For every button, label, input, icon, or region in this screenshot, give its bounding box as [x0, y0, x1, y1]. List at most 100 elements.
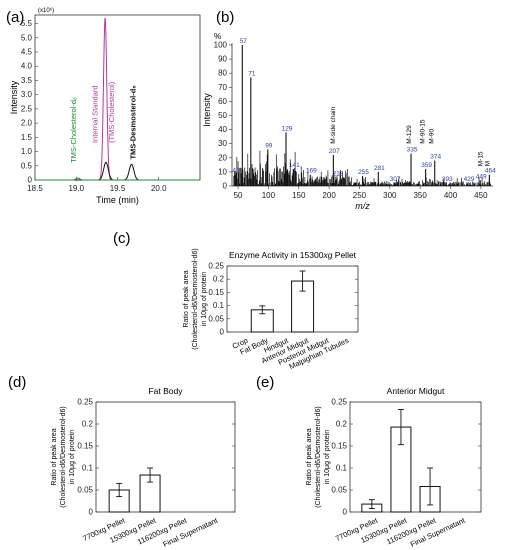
y-axis-label: Intensity — [202, 93, 212, 127]
fragment-annotation: M-90-15 — [419, 119, 426, 144]
x-axis-label: Time (min) — [96, 195, 139, 205]
y-tick-label: 2.5 — [21, 104, 33, 113]
chart-title: Enzyme Activity in 15300xg Pellet — [229, 250, 357, 260]
peak-label: 281 — [374, 165, 385, 172]
peak-label: 213 — [333, 171, 344, 178]
x-tick-label: 200 — [322, 191, 336, 200]
y-axis-label-line: (Cholesterol-d6/Desmosterol-d6) — [192, 248, 199, 350]
chart-title-part: xg — [322, 250, 332, 260]
peak-label: 464 — [485, 168, 496, 175]
annotation-internal-standard: Internal Standard — [91, 85, 100, 143]
peak-label: 374 — [430, 154, 441, 161]
y-tick-label: 0.1 — [336, 464, 348, 473]
y-tick-label: 4.5 — [21, 47, 33, 56]
y-unit: % — [214, 32, 221, 41]
y-tick-label: 0 — [223, 182, 228, 191]
x-tick-label: 450 — [474, 191, 488, 200]
panel-e-letter: (e) — [256, 374, 274, 391]
y-axis-label-line: (Cholesterol-d6/Desmosterol-d6) — [60, 406, 67, 508]
panel-c-letter: (c) — [113, 230, 131, 247]
panel-e: (e) Anterior Midgut 0 0.05 0.1 0.15 0.2 0.25 Ra… — [256, 374, 482, 549]
y-axis-label-line: in 10μg of protein — [69, 430, 76, 484]
y-tick-label: 0.2 — [213, 275, 225, 284]
peak-label: 429 — [464, 176, 475, 183]
x-axis-label: m/z — [355, 201, 370, 211]
y-tick-label: 0.25 — [77, 398, 93, 407]
x-tick-label: 19.5 — [110, 184, 126, 193]
y-tick-label: 0 — [89, 508, 94, 517]
y-tick-label: 5.5 — [21, 19, 33, 28]
y-tick-label: 90 — [218, 55, 227, 64]
peak-label: 335 — [407, 147, 418, 154]
y-tick-label: 30 — [218, 139, 227, 148]
peak-label: 393 — [442, 176, 453, 183]
y-axis-label-line: in 10μg of protein — [201, 272, 208, 326]
panel-d: (d) Fat Body 0 0.05 0.1 0.15 0.2 0.25 Ratio of … — [8, 374, 236, 549]
panel-b: (b) 0 10 20 30 40 50 60 70 80 90 100 50 100 150 200 250… — [202, 9, 496, 211]
plot-frame — [95, 401, 236, 513]
y-axis-label-line: Ratio of peak area — [51, 428, 58, 485]
y-tick-label: 0.2 — [82, 420, 94, 429]
y-tick-label: 60 — [218, 97, 227, 106]
y-axis-label-line: in 10μg of protein — [324, 430, 331, 484]
panel-a-frame — [34, 14, 201, 181]
peak-label: 169 — [306, 168, 317, 175]
x-tick-label: 400 — [444, 191, 458, 200]
y-tick-label: 0.05 — [77, 486, 93, 495]
y-axis-label-line: Ratio of peak area — [183, 270, 190, 327]
peak-label: 57 — [240, 38, 248, 45]
y-multiplier: (x10⁶) — [38, 7, 54, 14]
y-tick-label: 1.0 — [21, 147, 33, 156]
y-tick-label: 1.5 — [21, 133, 33, 142]
y-tick-label: 3.0 — [21, 90, 33, 99]
y-tick-label: 3.5 — [21, 76, 33, 85]
peak-label: 71 — [248, 70, 256, 77]
peak-label: 207 — [329, 148, 340, 155]
chart-title: Anterior Midgut — [387, 386, 445, 396]
y-tick-label: 0 — [220, 328, 225, 337]
fragment-annotation: M-129 — [406, 125, 413, 144]
panel-a-letter: (a) — [6, 9, 24, 26]
chart-title-part: Pellet — [332, 250, 356, 260]
y-tick-label: 0.2 — [336, 420, 348, 429]
fragment-annotation: M-15 — [478, 151, 485, 166]
y-tick-label: 20 — [218, 153, 227, 162]
y-tick-label: 40 — [218, 125, 227, 134]
panel-a: (a) 0 0.5 1.0 1.5 2.0 2.5 3.0 3.5 4.0 4.5 5.0 5.5 18… — [6, 7, 201, 205]
y-tick-label: 0.15 — [331, 442, 347, 451]
y-axis-label-line: Ratio of peak area — [306, 428, 313, 485]
trace-internal-standard — [35, 18, 200, 181]
y-tick-label: 0 — [28, 176, 33, 185]
peak-label: 359 — [421, 162, 432, 169]
peak-label: 99 — [265, 142, 273, 149]
panel-b-letter: (b) — [216, 9, 234, 26]
y-tick-label: 0.1 — [82, 464, 94, 473]
peak-label: 129 — [282, 125, 293, 132]
y-tick-label: 0.1 — [213, 301, 225, 310]
plot-frame — [349, 401, 482, 513]
x-tick-label: 18.5 — [27, 184, 43, 193]
fragment-annotation: M-90 — [428, 129, 435, 144]
peak-label: 255 — [358, 169, 369, 176]
chart-title: Fat Body — [148, 386, 183, 396]
y-tick-label: 0.25 — [331, 398, 347, 407]
y-tick-label: 0.15 — [208, 288, 224, 297]
annotation-desmosterol-d6: TMS-Desmosterol-d₆ — [129, 85, 138, 159]
fragment-annotation: M — [484, 161, 491, 166]
y-tick-label: 50 — [218, 111, 227, 120]
x-tick-label: 19.0 — [68, 184, 84, 193]
fragment-annotation: M-side chain — [330, 106, 337, 143]
y-tick-label: 5.0 — [21, 33, 33, 42]
y-tick-label: 0.05 — [208, 314, 224, 323]
y-tick-label: 0.5 — [21, 161, 33, 170]
y-tick-label: 0.15 — [77, 442, 93, 451]
annotation-cholesterol-d6: TMS-Cholesterol-d₆ — [69, 97, 78, 163]
x-tick-label: 250 — [353, 191, 367, 200]
y-axis-label-line: (Cholesterol-d6/Desmosterol-d6) — [315, 406, 322, 508]
y-tick-label: 100 — [214, 41, 228, 50]
y-tick-label: 2.0 — [21, 119, 33, 128]
trace-cholesterol-d6 — [35, 177, 200, 181]
y-axis-label: Intensity — [9, 80, 19, 114]
peak-label: 45 — [232, 168, 240, 175]
